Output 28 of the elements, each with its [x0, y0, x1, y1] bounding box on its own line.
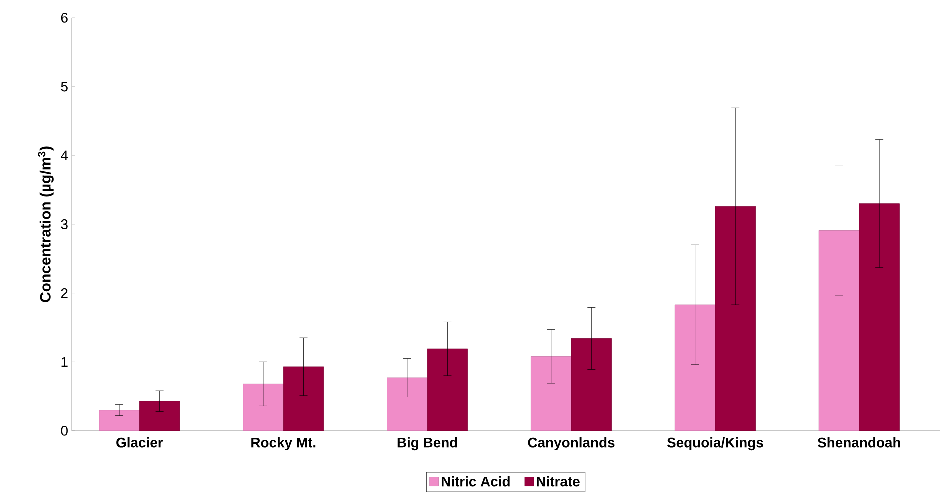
bar: [283, 366, 324, 432]
y-tick-label: 6: [61, 13, 68, 23]
bar: [387, 378, 428, 432]
bar: [139, 401, 180, 432]
x-tick-label: Sequoia/Kings: [667, 438, 764, 451]
y-tick-label: 2: [61, 288, 68, 298]
legend-label: Nitrate: [537, 476, 580, 487]
x-tick-label: Rocky Mt.: [252, 438, 316, 451]
y-tick-label: 5: [61, 82, 68, 92]
x-tick-label: Big Bend: [398, 438, 458, 451]
legend-label: Nitric Acid: [442, 476, 510, 487]
y-tick-label: 0: [61, 426, 68, 436]
y-tick-label: 3: [61, 220, 68, 230]
x-tick-label: Canyonlands: [528, 438, 615, 451]
y-tick-label: 1: [62, 357, 68, 367]
bar: [859, 204, 900, 432]
bar: [571, 338, 612, 432]
bar: [99, 410, 140, 432]
bar: [674, 304, 716, 432]
x-tick-label: Shenandoah: [818, 438, 900, 448]
x-tick-label: Glacier: [116, 438, 164, 448]
y-tick-label: 4: [61, 150, 68, 160]
bar: [427, 348, 468, 432]
bar: [818, 230, 860, 432]
y-axis-title: Concentration (µg/m$^{3}$): [38, 146, 54, 302]
bar: [243, 384, 284, 432]
bar: [531, 356, 572, 432]
bar: [715, 206, 756, 432]
